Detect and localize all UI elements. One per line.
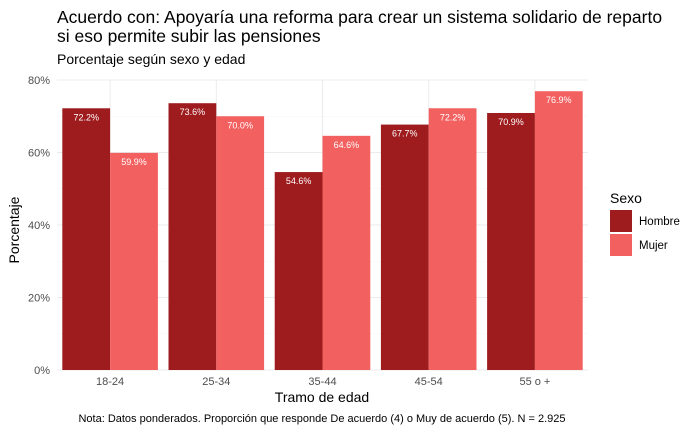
bar-value-label: 70.0% (227, 120, 253, 130)
x-tick-label: 25-34 (202, 376, 230, 388)
bar-value-label: 67.7% (392, 129, 418, 139)
legend-title: Sexo (610, 190, 642, 206)
y-tick-label: 40% (28, 220, 50, 232)
x-axis-ticks: 18-24 25-34 35-44 45-54 55 o + (96, 376, 550, 388)
bar-hombre (380, 124, 429, 371)
bar-value-label: 54.6% (286, 176, 312, 186)
bar-value-label: 59.9% (121, 157, 147, 167)
legend-key-hombre (610, 210, 632, 232)
x-axis-title: Tramo de edad (275, 389, 369, 405)
legend-label-hombre: Hombre (639, 216, 680, 228)
y-tick-label: 0% (34, 365, 50, 377)
legend-key-mujer (610, 234, 632, 256)
bars (62, 91, 583, 371)
x-tick-label: 55 o + (519, 376, 550, 388)
x-tick-label: 45-54 (415, 376, 443, 388)
y-axis-ticks: 0% 20% 40% 60% 80% (28, 75, 50, 377)
bar-mujer (534, 91, 583, 371)
legend-label-mujer: Mujer (639, 240, 668, 252)
y-tick-label: 60% (28, 148, 50, 160)
bar-value-label: 70.9% (498, 117, 524, 127)
chart-title-line-2: si eso permite subir las pensiones (57, 26, 321, 46)
bar-mujer (216, 116, 265, 370)
y-axis-title: Porcentaje (6, 196, 22, 263)
y-tick-label: 20% (28, 293, 50, 305)
legend: Sexo Hombre Mujer (610, 190, 680, 256)
bar-hombre (274, 172, 323, 370)
bar-value-label: 73.6% (180, 107, 206, 117)
x-tick-label: 35-44 (308, 376, 336, 388)
bar-hombre (168, 103, 217, 370)
bar-hombre (62, 108, 111, 371)
bar-hombre (487, 112, 535, 371)
bar-value-label: 76.9% (546, 95, 572, 105)
bar-mujer (322, 135, 371, 370)
chart-subtitle: Porcentaje según sexo y edad (57, 51, 245, 67)
bar-labels: 72.2% 59.9% 73.6% 70.0% 54.6% 64.6% 67.7% 72.2%… (73, 95, 571, 186)
bar-value-label: 64.6% (334, 140, 360, 150)
bar-mujer (428, 108, 477, 371)
bar-value-label: 72.2% (73, 112, 99, 122)
bar-value-label: 72.2% (440, 112, 466, 122)
chart-title-line-1: Acuerdo con: Apoyaría una reforma para c… (57, 7, 662, 27)
x-tick-label: 18-24 (96, 376, 124, 388)
chart-caption: Nota: Datos ponderados. Proporción que r… (78, 413, 565, 425)
bar-mujer (110, 152, 158, 370)
y-tick-label: 80% (28, 75, 50, 87)
